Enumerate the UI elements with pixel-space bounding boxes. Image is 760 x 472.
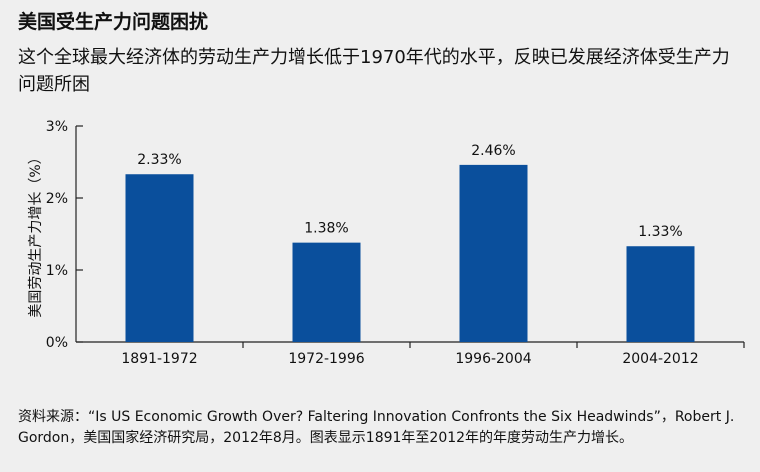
bar: [626, 246, 695, 342]
y-tick-label: 0%: [46, 335, 68, 351]
data-label: 1.38%: [304, 221, 348, 237]
data-label: 1.33%: [638, 224, 682, 240]
y-tick-label: 1%: [46, 263, 68, 279]
x-tick-label: 2004-2012: [622, 351, 698, 367]
chart-title: 美国受生产力问题困扰: [18, 11, 209, 33]
data-label: 2.33%: [137, 152, 181, 168]
x-tick-label: 1996-2004: [455, 351, 531, 367]
bar: [459, 164, 528, 342]
chart-subtitle: 这个全球最大经济体的劳动生产力增长低于1970年代的水平，反映已发展经济体受生产…: [18, 47, 730, 95]
y-tick-label: 2%: [46, 191, 68, 207]
bar-chart: 美国劳动生产力增长（%） 0% 1% 2% 3% 2.33% 1891-1972 1.38%…: [28, 119, 745, 367]
bar: [125, 174, 194, 342]
x-tick-label: 1972-1996: [288, 351, 364, 367]
bar: [292, 242, 361, 342]
source-note: 资料来源：“Is US Economic Growth Over? Falter…: [18, 409, 735, 446]
y-axis-label: 美国劳动生产力增长（%）: [28, 150, 44, 317]
data-label: 2.46%: [471, 143, 515, 159]
x-tick-label: 1891-1972: [121, 351, 197, 367]
y-tick-label: 3%: [46, 119, 68, 135]
